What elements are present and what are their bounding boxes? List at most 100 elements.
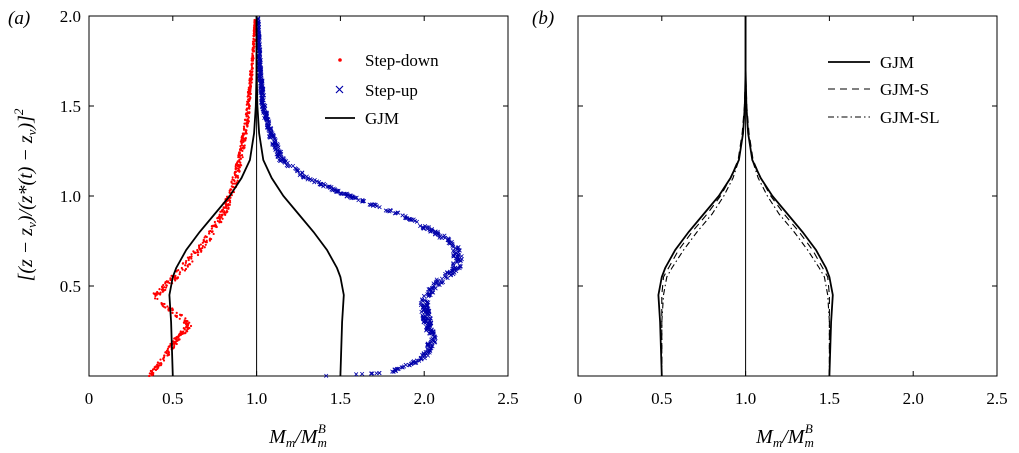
step-down-point xyxy=(148,372,151,375)
step-down-point xyxy=(161,286,165,289)
step-down-point xyxy=(251,66,254,70)
curve-gjm xyxy=(657,16,747,377)
step-down-point xyxy=(153,297,157,300)
step-up-point xyxy=(270,134,275,139)
step-down-point xyxy=(168,345,171,348)
step-up-point xyxy=(269,130,274,135)
step-down-point xyxy=(184,261,187,264)
step-down-point xyxy=(227,203,230,206)
step-down-point xyxy=(159,291,162,294)
step-down-point xyxy=(251,54,254,58)
step-up-point xyxy=(428,348,433,354)
step-down-point xyxy=(211,225,214,228)
step-up-point xyxy=(256,24,262,30)
step-down-point xyxy=(223,211,226,214)
step-down-point xyxy=(234,176,237,179)
step-down-point xyxy=(194,251,197,255)
step-down-point xyxy=(249,84,252,87)
step-down-point xyxy=(249,92,252,95)
step-up-point xyxy=(453,246,458,251)
step-up-point xyxy=(368,202,373,208)
step-up-point xyxy=(427,286,432,292)
step-down-point xyxy=(202,240,206,243)
step-up-point xyxy=(429,327,434,332)
step-down-point xyxy=(189,324,193,328)
step-down-point xyxy=(231,178,234,181)
step-down-point xyxy=(231,176,234,179)
step-up-point xyxy=(428,323,433,328)
step-up-point xyxy=(409,362,414,367)
step-down-point xyxy=(247,104,251,107)
step-down-point xyxy=(253,18,256,22)
step-up-point xyxy=(332,188,337,193)
step-up-point xyxy=(425,343,430,348)
step-up-point xyxy=(423,308,429,313)
step-down-point xyxy=(205,239,208,242)
step-down-point xyxy=(234,170,237,174)
step-down-point xyxy=(248,90,251,93)
step-up-point xyxy=(425,225,430,230)
step-down-point xyxy=(190,255,193,258)
step-down-point xyxy=(237,156,240,159)
step-down-point xyxy=(248,111,251,114)
curve-gjm-s-upper xyxy=(745,16,830,376)
step-up-point xyxy=(333,188,338,193)
step-down-point xyxy=(186,264,189,267)
step-down-point xyxy=(178,271,182,274)
step-down-point xyxy=(188,263,192,266)
step-down-point xyxy=(198,247,201,250)
step-down-point xyxy=(251,56,254,60)
step-down-point xyxy=(230,188,233,191)
step-up-point xyxy=(324,373,329,378)
step-up-point xyxy=(428,318,433,323)
step-up-point xyxy=(428,331,433,336)
step-down-point xyxy=(188,321,191,324)
step-up-point xyxy=(282,159,287,164)
step-down-point xyxy=(169,277,172,280)
step-down-point xyxy=(154,293,157,297)
step-up-point xyxy=(287,163,293,169)
step-down-point xyxy=(242,139,245,142)
step-down-point xyxy=(238,166,241,169)
legend-step-down-marker xyxy=(338,58,342,62)
legend-label: Step-down xyxy=(365,51,439,70)
step-up-point xyxy=(443,275,448,280)
step-down-point xyxy=(233,179,236,183)
step-up-point xyxy=(272,141,277,146)
step-down-point xyxy=(245,121,248,125)
step-down-point xyxy=(245,108,248,111)
step-up-point xyxy=(276,145,281,150)
step-up-point xyxy=(259,67,264,72)
curve-gjm-sl-upper xyxy=(745,16,830,376)
step-down-point xyxy=(252,37,255,41)
step-down-point xyxy=(158,364,161,367)
step-up-point xyxy=(419,357,424,362)
step-up-point xyxy=(258,58,263,63)
step-down-point xyxy=(151,372,154,375)
x-tick-label: 0 xyxy=(574,389,583,408)
step-up-point xyxy=(300,170,305,175)
y-tick-label: 2.0 xyxy=(60,7,81,26)
step-up-point xyxy=(317,181,322,187)
step-down-point xyxy=(226,210,229,213)
curve-gjm-upper xyxy=(744,16,834,377)
step-down-point xyxy=(190,253,193,256)
step-up-point xyxy=(420,297,425,302)
step-down-point xyxy=(159,293,162,296)
step-down-point xyxy=(169,278,172,282)
step-down-point xyxy=(191,260,194,263)
step-up-point xyxy=(426,300,431,305)
step-down-point xyxy=(240,136,244,140)
step-up-point xyxy=(260,94,265,99)
step-up-point xyxy=(395,367,400,372)
step-down-point xyxy=(166,347,170,350)
step-down-point xyxy=(181,268,184,271)
step-down-point xyxy=(243,146,246,149)
step-up-point xyxy=(394,366,399,371)
step-up-point xyxy=(370,371,375,376)
step-down-point xyxy=(178,273,181,276)
step-up-point xyxy=(395,210,400,215)
step-down-point xyxy=(233,173,237,176)
step-down-point xyxy=(176,276,179,280)
gjm-curve-upper xyxy=(255,16,345,377)
